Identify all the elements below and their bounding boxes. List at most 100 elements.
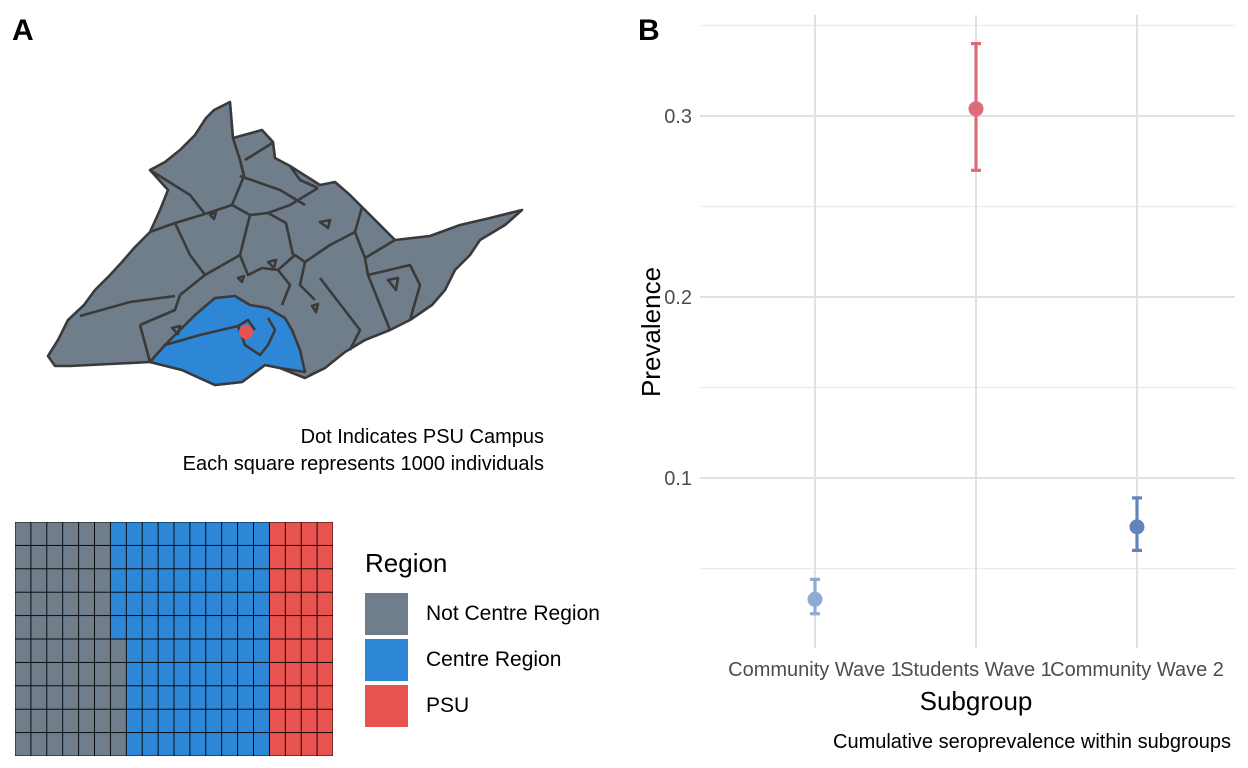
psu-campus-dot [239,325,253,339]
waffle-square [222,733,238,756]
legend-swatch-not-centre [365,593,408,635]
legend-swatch-psu [365,685,408,727]
x-tick-label: Community Wave 1 [728,659,902,681]
x-tick-label: Community Wave 2 [1050,659,1224,681]
waffle-square [63,733,79,756]
waffle-square [190,522,206,545]
waffle-square [238,569,254,592]
legend-label: Centre Region [426,648,562,671]
waffle-square [269,709,285,733]
waffle-square [63,662,79,686]
waffle-square [142,592,158,616]
waffle-square [174,709,190,733]
waffle-square [142,686,158,709]
waffle-square [142,522,158,545]
waffle-square [174,616,190,639]
waffle-square [285,545,301,569]
waffle-square [47,569,63,592]
waffle-square [285,662,301,686]
waffle-square [317,545,333,569]
waffle-square [126,522,142,545]
waffle-square [206,616,222,639]
waffle-square [15,662,31,686]
waffle-square [190,709,206,733]
legend-item-centre: Centre Region [365,637,600,683]
waffle-square [94,686,110,709]
waffle-square [317,686,333,709]
waffle-square [158,709,174,733]
waffle-square [269,569,285,592]
waffle-square [94,522,110,545]
waffle-square [253,709,269,733]
waffle-square [238,733,254,756]
waffle-square [126,569,142,592]
waffle-square [63,569,79,592]
waffle-square [31,569,47,592]
waffle-square [94,545,110,569]
waffle-square [206,662,222,686]
waffle-square [94,639,110,662]
waffle-square [158,545,174,569]
waffle-square [31,616,47,639]
map-region-centre [148,294,307,387]
waffle-square [15,616,31,639]
waffle-square [253,592,269,616]
waffle-square [269,662,285,686]
x-tick-label: Students Wave 1 [900,659,1052,681]
waffle-square [47,616,63,639]
waffle-square [253,616,269,639]
waffle-square [15,569,31,592]
legend-item-not-centre: Not Centre Region [365,591,600,637]
y-tick-label: 0.1 [664,468,692,490]
waffle-square [190,569,206,592]
waffle-square [47,733,63,756]
waffle-square [126,686,142,709]
waffle-square [222,592,238,616]
waffle-square [238,662,254,686]
waffle-square [301,545,317,569]
waffle-square [94,569,110,592]
waffle-square [79,662,95,686]
waffle-square [142,545,158,569]
waffle-square [126,545,142,569]
waffle-square [238,522,254,545]
waffle-square [253,522,269,545]
waffle-square [222,616,238,639]
waffle-square [190,616,206,639]
waffle-square [253,639,269,662]
waffle-square [63,522,79,545]
waffle-square [158,616,174,639]
waffle-square [206,569,222,592]
waffle-square [285,733,301,756]
waffle-square [158,569,174,592]
waffle-square [31,639,47,662]
waffle-square [142,709,158,733]
waffle-square [79,592,95,616]
waffle-square [206,639,222,662]
waffle-square [110,616,126,639]
plot-caption: Cumulative seroprevalence within subgrou… [833,731,1231,753]
waffle-square [301,616,317,639]
waffle-square [269,639,285,662]
waffle-square [15,733,31,756]
waffle-square [222,662,238,686]
waffle-square [158,592,174,616]
waffle-square [285,569,301,592]
waffle-square [206,592,222,616]
x-axis-title: Subgroup [920,686,1033,716]
waffle-square [301,592,317,616]
waffle-square [222,709,238,733]
waffle-square [31,545,47,569]
waffle-chart [15,522,333,756]
waffle-square [47,686,63,709]
waffle-square [126,616,142,639]
waffle-square [238,639,254,662]
waffle-square [238,709,254,733]
waffle-square [110,522,126,545]
county-map [46,100,524,387]
waffle-square [317,733,333,756]
waffle-square [47,592,63,616]
waffle-square [15,686,31,709]
waffle-square [317,709,333,733]
